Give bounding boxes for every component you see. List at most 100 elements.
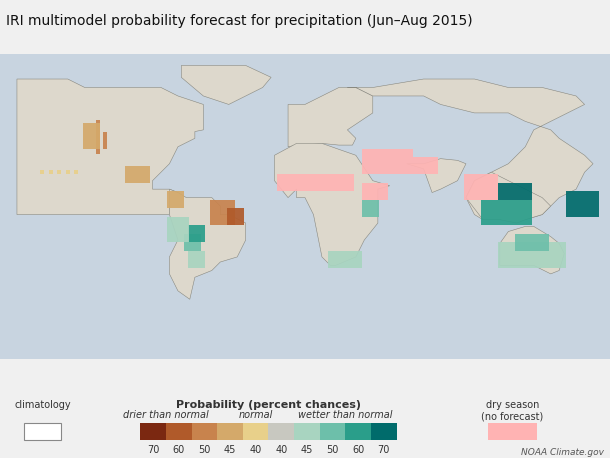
Bar — [413, 162, 417, 166]
Bar — [320, 174, 324, 179]
Bar — [367, 191, 371, 196]
Bar — [476, 191, 481, 196]
Bar — [591, 208, 595, 213]
Bar — [171, 217, 176, 221]
Bar — [311, 174, 315, 179]
Bar — [565, 208, 570, 213]
Bar — [91, 145, 95, 149]
Bar — [515, 196, 519, 200]
Bar — [511, 208, 515, 213]
Bar — [553, 259, 557, 263]
Bar — [354, 263, 358, 267]
Bar — [570, 191, 574, 196]
Bar — [299, 183, 303, 187]
Bar — [422, 166, 426, 170]
Bar — [493, 221, 498, 225]
Bar — [396, 153, 400, 158]
Bar — [493, 213, 498, 217]
Bar — [532, 259, 536, 263]
Bar — [536, 246, 540, 251]
Bar — [341, 255, 345, 259]
Bar — [404, 166, 409, 170]
Bar — [358, 263, 362, 267]
Bar — [350, 255, 354, 259]
Bar — [167, 191, 171, 196]
Bar — [345, 263, 350, 267]
Bar — [400, 153, 404, 158]
Bar — [523, 234, 528, 238]
Bar — [544, 234, 548, 238]
Bar — [498, 204, 502, 208]
Bar — [295, 179, 299, 183]
Bar — [239, 208, 243, 213]
Bar — [142, 179, 146, 183]
Bar — [358, 255, 362, 259]
Bar — [362, 196, 367, 200]
Bar — [515, 187, 519, 191]
Bar — [332, 174, 337, 179]
Bar — [565, 200, 570, 204]
Bar — [337, 183, 341, 187]
Bar — [485, 179, 489, 183]
Bar — [95, 124, 99, 128]
Bar — [422, 170, 426, 174]
Bar — [502, 213, 506, 217]
Bar — [188, 242, 193, 246]
Bar — [468, 179, 472, 183]
Bar — [383, 196, 387, 200]
Bar — [493, 174, 498, 179]
Bar — [506, 259, 511, 263]
Bar — [188, 238, 193, 242]
Bar — [481, 183, 485, 187]
Bar — [548, 259, 553, 263]
Bar — [481, 221, 485, 225]
Bar — [583, 200, 587, 204]
Bar — [523, 251, 528, 255]
Text: 60: 60 — [173, 445, 185, 455]
Bar — [367, 166, 371, 170]
Bar — [231, 208, 235, 213]
Bar — [210, 208, 214, 213]
Bar — [362, 204, 367, 208]
Bar — [519, 238, 523, 242]
Bar — [375, 200, 379, 204]
Bar — [371, 204, 375, 208]
Bar — [196, 263, 200, 267]
Bar — [200, 259, 204, 263]
Bar — [536, 242, 540, 246]
Bar — [345, 251, 350, 255]
Bar — [379, 149, 383, 153]
Bar — [392, 162, 396, 166]
Bar — [278, 174, 282, 179]
Bar — [515, 183, 519, 187]
Bar — [371, 170, 375, 174]
Bar — [476, 174, 481, 179]
Bar — [485, 208, 489, 213]
Bar — [103, 136, 107, 141]
Bar — [544, 242, 548, 246]
Bar — [96, 129, 101, 133]
Bar — [540, 255, 544, 259]
Bar — [511, 251, 515, 255]
Bar — [375, 204, 379, 208]
Bar — [337, 187, 341, 191]
Bar — [290, 174, 295, 179]
Bar — [188, 234, 193, 238]
Bar — [502, 251, 506, 255]
Bar — [217, 424, 243, 440]
Bar — [286, 174, 290, 179]
Bar — [468, 196, 472, 200]
Bar — [193, 234, 197, 238]
Bar — [188, 246, 193, 251]
Bar — [188, 234, 192, 238]
Bar — [184, 225, 188, 229]
Bar — [282, 179, 286, 183]
Bar — [583, 191, 587, 196]
Bar — [506, 217, 511, 221]
Bar — [223, 217, 227, 221]
Bar — [96, 150, 101, 154]
Bar — [519, 246, 523, 251]
Bar — [493, 208, 498, 213]
Bar — [328, 183, 332, 187]
Bar — [371, 149, 375, 153]
